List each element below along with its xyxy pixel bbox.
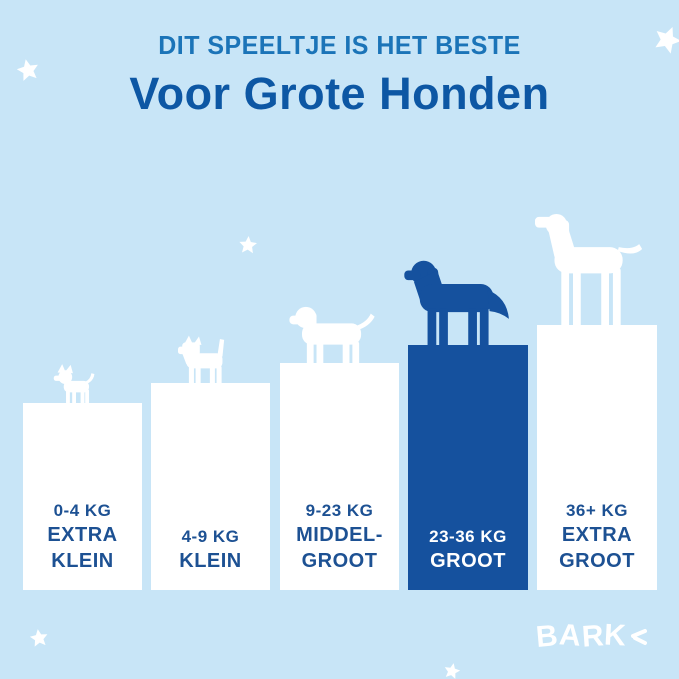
- page-title: DIT SPEELTJE IS HET BESTE Voor Grote Hon…: [0, 30, 679, 120]
- size-bar-extra-groot: 36+ KG EXTRA GROOT: [537, 325, 657, 590]
- size-bar-extra-klein: 0-4 KG EXTRA KLEIN: [23, 403, 142, 590]
- bar-label: 9-23 KG MIDDEL- GROOT: [280, 501, 399, 590]
- weight-range-label: 9-23 KG: [305, 501, 374, 520]
- bar-label: 0-4 KG EXTRA KLEIN: [23, 501, 142, 590]
- logo-letter: R: [580, 619, 606, 654]
- title-mainline: Voor Grote Honden: [129, 68, 550, 119]
- chihuahua-icon: [53, 364, 95, 404]
- star-icon: [16, 59, 38, 81]
- bar-label: 4-9 KG KLEIN: [151, 527, 270, 590]
- logo-letter: B: [534, 619, 561, 654]
- size-name-label: EXTRA: [47, 524, 118, 546]
- size-name-label: MIDDEL-: [296, 524, 383, 546]
- bark-logo: B A R K: [534, 618, 647, 654]
- title-subline: DIT SPEELTJE IS HET BESTE: [158, 30, 521, 60]
- star-icon: [29, 629, 48, 647]
- weight-range-label: 23-36 KG: [429, 527, 507, 546]
- size-name-label: GROOT: [430, 550, 506, 572]
- size-bar-middelgroot: 9-23 KG MIDDEL- GROOT: [280, 363, 399, 590]
- weight-range-label: 36+ KG: [565, 501, 629, 520]
- weight-range-label: 0-4 KG: [53, 501, 112, 520]
- size-name-label: KLEIN: [51, 550, 114, 572]
- star-icon: [239, 236, 257, 254]
- size-bar-klein: 4-9 KG KLEIN: [151, 383, 270, 590]
- star-icon: [655, 26, 679, 54]
- size-name-label: GROOT: [559, 550, 635, 572]
- star-icon: [444, 663, 461, 679]
- logo-letter: A: [557, 618, 583, 653]
- size-name-label: GROOT: [301, 550, 378, 572]
- golden-retriever-icon: [404, 260, 509, 347]
- labrador-icon: [289, 306, 375, 365]
- bark-marks-icon: [631, 629, 647, 645]
- bar-label: 36+ KG EXTRA GROOT: [537, 501, 657, 590]
- size-name-label: KLEIN: [179, 550, 242, 572]
- terrier-icon: [178, 335, 225, 385]
- logo-letter: K: [603, 618, 628, 653]
- great-dane-icon: [535, 213, 643, 327]
- size-bar-groot-highlighted: 23-36 KG GROOT: [408, 345, 528, 590]
- weight-range-label: 4-9 KG: [181, 527, 240, 546]
- bar-label: 23-36 KG GROOT: [408, 527, 528, 590]
- size-name-label: EXTRA: [561, 524, 633, 546]
